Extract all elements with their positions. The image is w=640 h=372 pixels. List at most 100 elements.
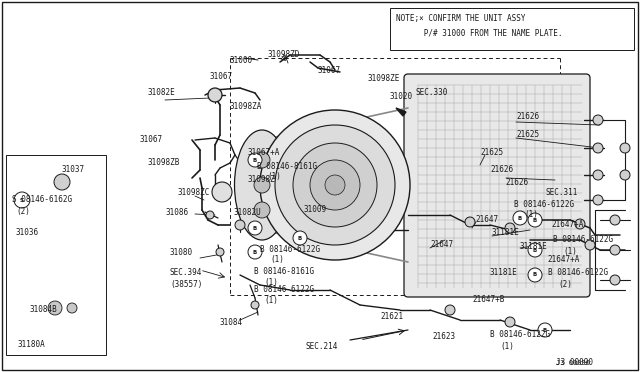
Text: 31098ZB: 31098ZB <box>148 158 180 167</box>
Text: 21647: 21647 <box>475 215 498 224</box>
Text: SEC.394: SEC.394 <box>170 268 202 277</box>
Text: 31037: 31037 <box>62 165 85 174</box>
Circle shape <box>216 248 224 256</box>
Text: 31000: 31000 <box>230 56 253 65</box>
Circle shape <box>325 175 345 195</box>
Circle shape <box>67 303 77 313</box>
Circle shape <box>293 231 307 245</box>
Text: (1): (1) <box>500 342 514 351</box>
Circle shape <box>260 110 410 260</box>
Text: B 08146-6122G: B 08146-6122G <box>490 330 550 339</box>
Text: 31067: 31067 <box>318 66 341 75</box>
Circle shape <box>513 211 527 225</box>
Text: B: B <box>543 327 547 333</box>
Text: 31082E: 31082E <box>148 88 176 97</box>
Text: 21647+B: 21647+B <box>472 295 504 304</box>
Text: B: B <box>253 225 257 231</box>
Circle shape <box>310 160 360 210</box>
Text: 31086: 31086 <box>165 208 188 217</box>
Circle shape <box>505 223 515 233</box>
Text: 31098Z: 31098Z <box>248 175 276 184</box>
Circle shape <box>528 268 542 282</box>
Text: B 08146-8161G: B 08146-8161G <box>254 267 314 276</box>
Text: (1): (1) <box>267 172 281 181</box>
Circle shape <box>248 221 262 235</box>
Text: 31084B: 31084B <box>30 305 58 314</box>
Text: 31098ZA: 31098ZA <box>230 102 262 111</box>
Text: 31098ZD: 31098ZD <box>268 50 300 59</box>
Text: SEC.311: SEC.311 <box>545 188 577 197</box>
Circle shape <box>248 245 262 259</box>
Text: B: B <box>253 250 257 254</box>
Text: B 08146-6122G: B 08146-6122G <box>553 235 613 244</box>
Text: B 08146-6122G: B 08146-6122G <box>514 200 574 209</box>
Text: 31082U: 31082U <box>233 208 260 217</box>
Text: B: B <box>298 235 302 241</box>
Text: 31098ZE: 31098ZE <box>368 74 401 83</box>
Text: B: B <box>518 215 522 221</box>
Circle shape <box>206 211 214 219</box>
Circle shape <box>538 323 552 337</box>
Text: J3 00090: J3 00090 <box>556 358 593 367</box>
Circle shape <box>254 152 270 168</box>
Bar <box>6 155 106 355</box>
Circle shape <box>620 143 630 153</box>
Circle shape <box>593 115 603 125</box>
FancyBboxPatch shape <box>404 74 590 297</box>
Text: 31080: 31080 <box>170 248 193 257</box>
Text: 31067+A: 31067+A <box>248 148 280 157</box>
Circle shape <box>254 202 270 218</box>
Text: 31009: 31009 <box>303 205 326 214</box>
Text: S 08146-6162G: S 08146-6162G <box>12 195 72 204</box>
Circle shape <box>235 220 245 230</box>
Text: (1): (1) <box>270 255 284 264</box>
Circle shape <box>445 305 455 315</box>
Circle shape <box>528 213 542 227</box>
Text: B: B <box>253 157 257 163</box>
Circle shape <box>54 174 70 190</box>
Text: 21623: 21623 <box>432 332 455 341</box>
Text: SEC.330: SEC.330 <box>415 88 447 97</box>
Text: 21647: 21647 <box>430 240 453 249</box>
Circle shape <box>251 301 259 309</box>
Text: (1): (1) <box>264 278 278 287</box>
Text: 31084: 31084 <box>220 318 243 327</box>
Text: 31067: 31067 <box>210 72 233 81</box>
Circle shape <box>293 143 377 227</box>
Text: B: B <box>533 247 537 253</box>
Text: (2): (2) <box>16 207 30 216</box>
Text: 21625: 21625 <box>480 148 503 157</box>
Circle shape <box>593 170 603 180</box>
Circle shape <box>610 215 620 225</box>
Text: 31181E: 31181E <box>520 242 548 251</box>
Circle shape <box>14 192 30 208</box>
Text: (2): (2) <box>558 280 572 289</box>
Text: (1): (1) <box>524 210 538 219</box>
Circle shape <box>528 243 542 257</box>
Circle shape <box>465 217 475 227</box>
Text: 21626: 21626 <box>490 165 513 174</box>
Circle shape <box>610 275 620 285</box>
Text: B: B <box>533 273 537 278</box>
Text: B 08146-6122G: B 08146-6122G <box>254 285 314 294</box>
Circle shape <box>620 170 630 180</box>
Circle shape <box>254 177 270 193</box>
Text: 31067: 31067 <box>140 135 163 144</box>
Circle shape <box>610 245 620 255</box>
Circle shape <box>48 301 62 315</box>
Circle shape <box>208 88 222 102</box>
Text: 21626: 21626 <box>505 178 528 187</box>
Text: 31098ZC: 31098ZC <box>178 188 211 197</box>
Text: 31020: 31020 <box>390 92 413 101</box>
Text: (1): (1) <box>563 247 577 256</box>
Text: (38557): (38557) <box>170 280 202 289</box>
Circle shape <box>505 317 515 327</box>
Ellipse shape <box>234 130 289 240</box>
Text: J3 00090: J3 00090 <box>556 360 590 366</box>
Circle shape <box>575 219 585 229</box>
Text: 21621: 21621 <box>380 312 403 321</box>
Text: 31180A: 31180A <box>18 340 45 349</box>
Text: 21625: 21625 <box>516 130 539 139</box>
Text: B: B <box>533 218 537 222</box>
Text: 21626: 21626 <box>516 112 539 121</box>
